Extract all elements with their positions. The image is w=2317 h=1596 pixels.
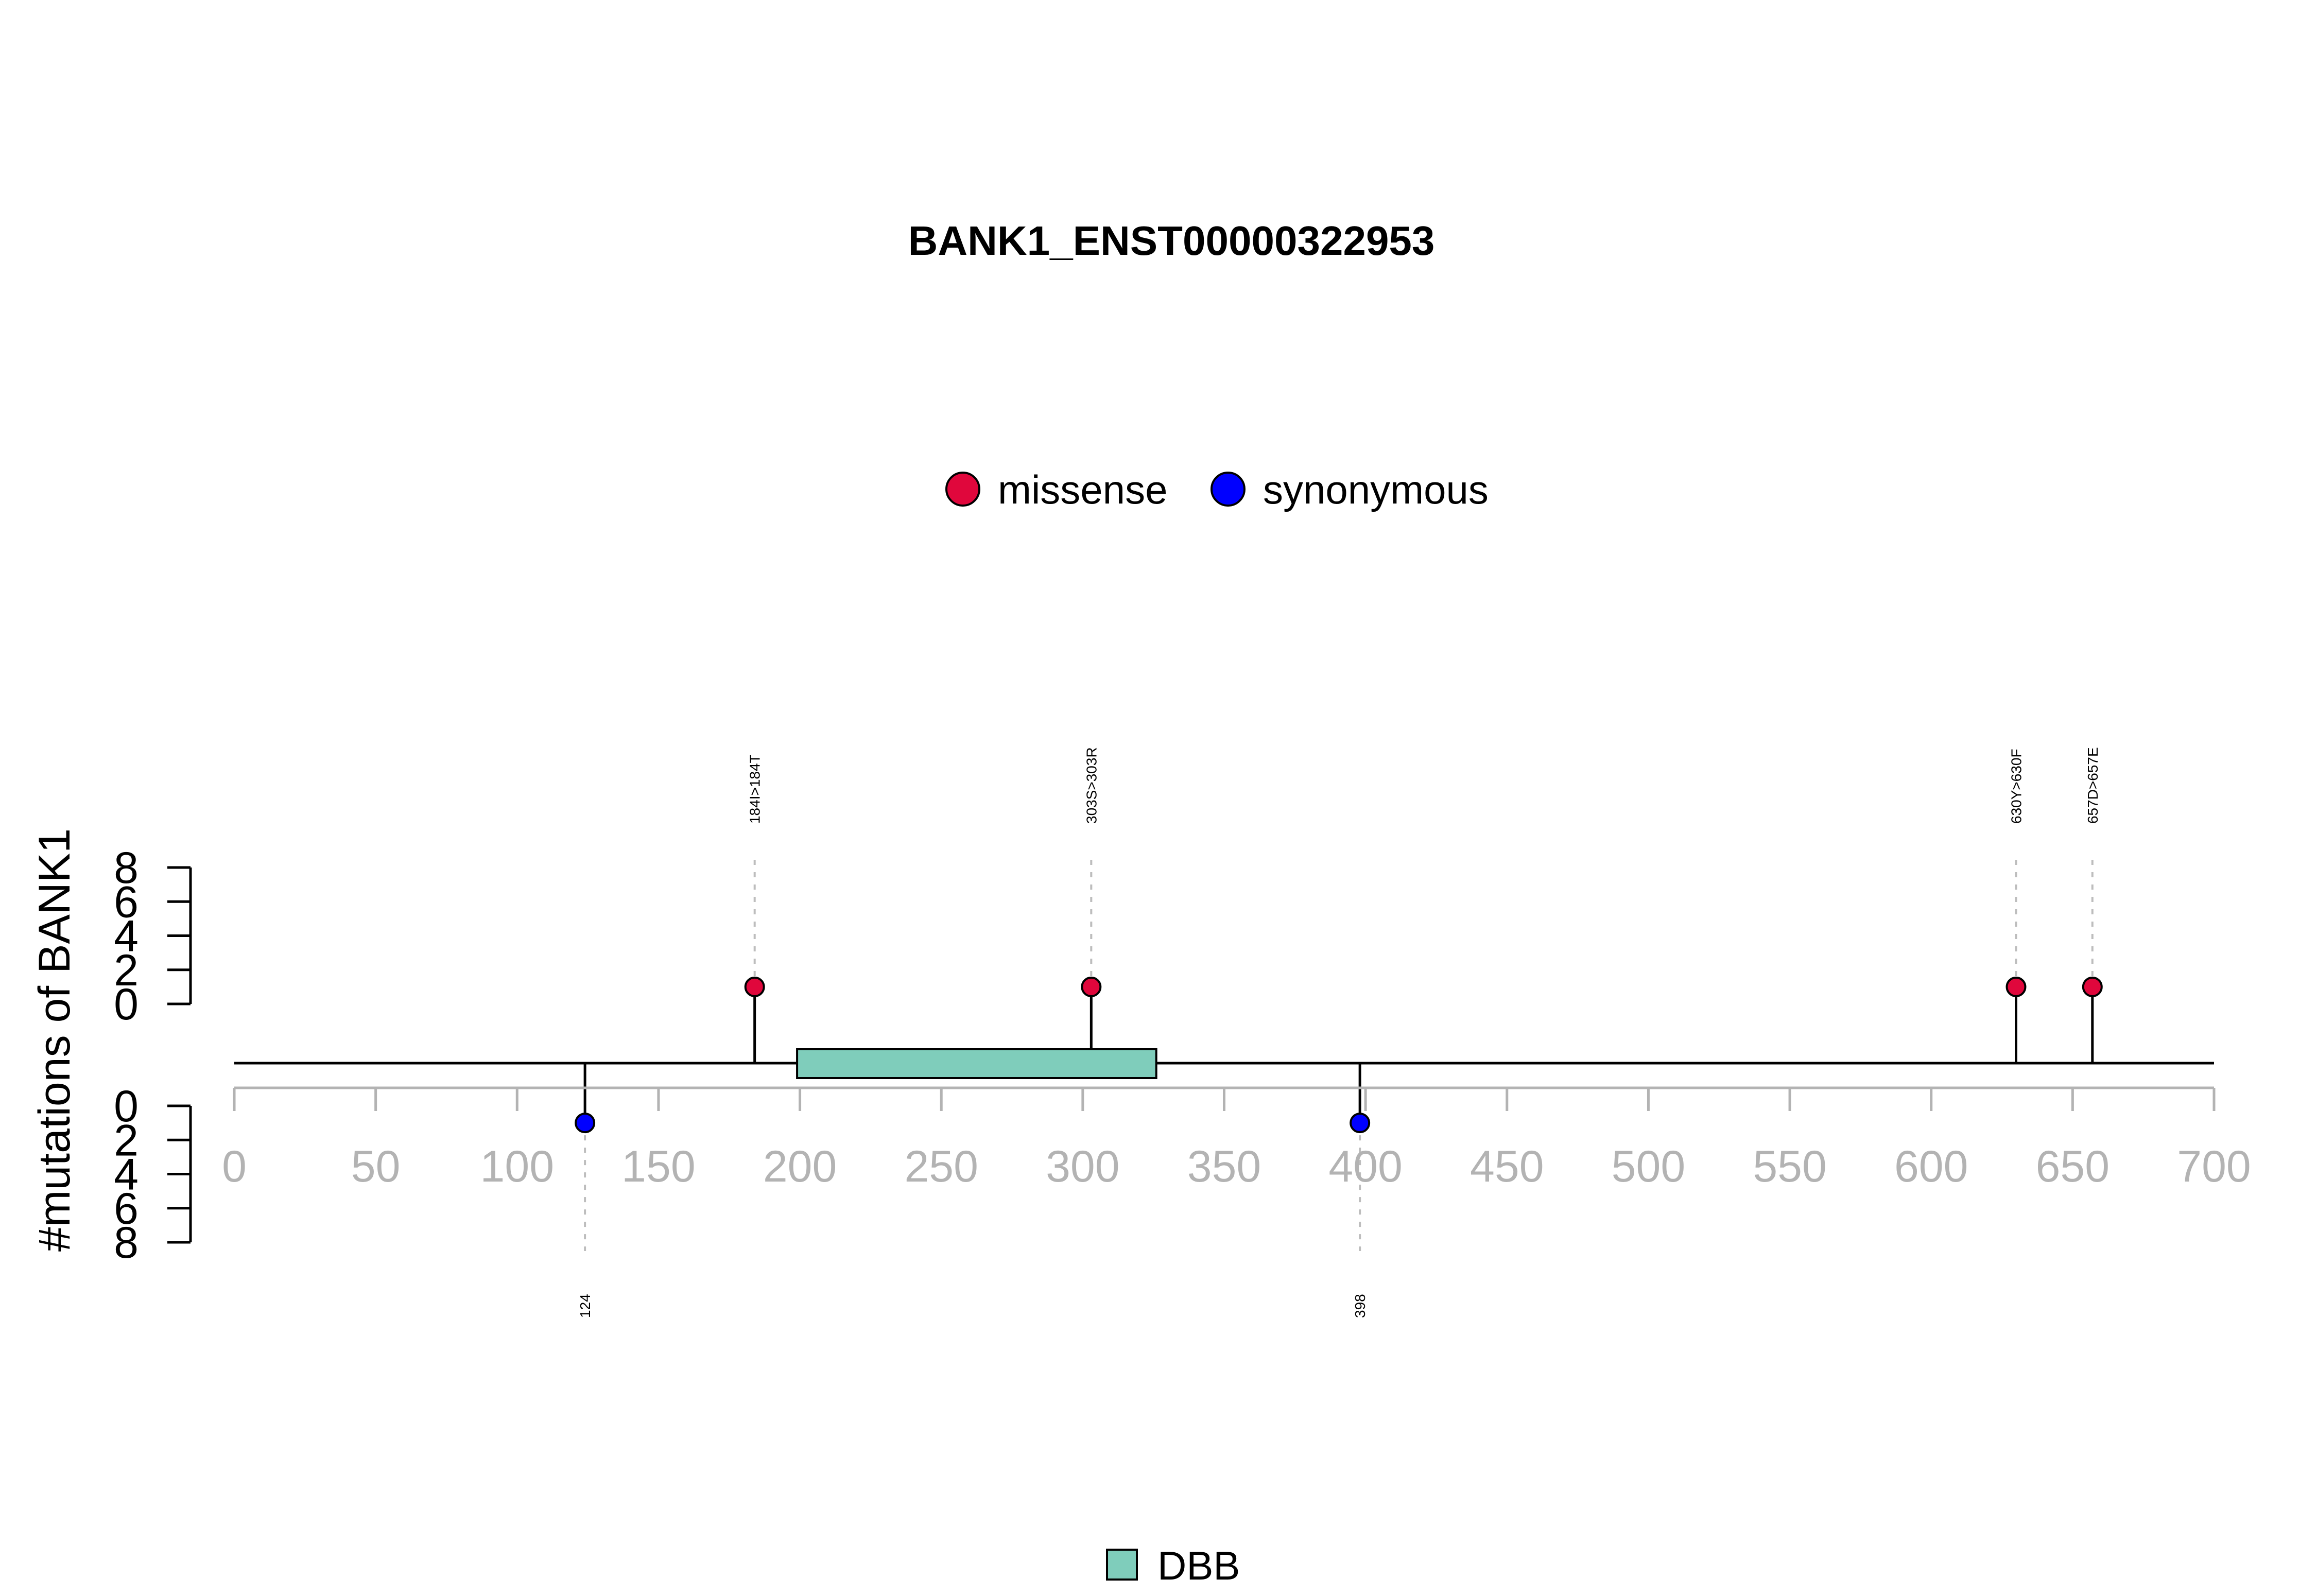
mutation-label-top-1: 303S>303R (1083, 747, 1099, 824)
y-axis-label: #mutations of BANK1 (30, 828, 79, 1252)
x-axis: 0 50 100 150 200 250 300 350 400 450 500 550 600 650 7… (222, 1086, 2251, 1191)
y-top-tick-label-8: 8 (114, 843, 139, 893)
y-bottom-tick-label-2: 2 (114, 1116, 139, 1165)
domain-legend-swatch-DBB (1106, 1549, 1138, 1581)
point-bottom-1 (1350, 1113, 1371, 1134)
x-tick-label-700: 700 (2177, 1142, 2251, 1191)
x-tick-label-250: 250 (904, 1142, 978, 1191)
domain-legend: DBB (1106, 1543, 1240, 1588)
domain-legend-label-DBB: DBB (1157, 1543, 1240, 1588)
y-bottom-tick-label-0: 0 (114, 1082, 139, 1131)
legend-marker-missense (945, 472, 980, 507)
x-tick-label-0: 0 (222, 1142, 247, 1191)
y-bottom-tick-label-8: 8 (114, 1218, 139, 1268)
chart-title: BANK1_ENST00000322953 (908, 218, 1435, 264)
legend-marker-synonymous (1211, 472, 1246, 507)
point-top-0 (744, 976, 765, 997)
mutation-type-legend: missense synonymous (945, 467, 1489, 512)
y-bottom-tick-label-4: 4 (114, 1150, 139, 1200)
x-tick-label-50: 50 (351, 1142, 401, 1191)
x-tick-label-600: 600 (1894, 1142, 1968, 1191)
x-tick-label-450: 450 (1470, 1142, 1544, 1191)
y-top-tick-label-4: 4 (114, 912, 139, 961)
legend-label-synonymous: synonymous (1263, 467, 1489, 512)
mutation-label-bottom-0: 124 (577, 1294, 593, 1318)
x-tick-label-550: 550 (1753, 1142, 1827, 1191)
domain-DBB (796, 1048, 1157, 1079)
point-top-1 (1081, 976, 1102, 997)
mutation-label-top-0: 184I>184T (747, 754, 763, 824)
upper-mutations: 184I>184T 303S>303R 630Y>630F 657D>657E (744, 747, 2103, 1063)
mutation-label-top-3: 657D>657E (2085, 747, 2101, 824)
mutation-label-top-2: 630Y>630F (2009, 749, 2025, 824)
domains (796, 1048, 1157, 1079)
x-tick-label-400: 400 (1328, 1142, 1403, 1191)
point-bottom-0 (575, 1113, 596, 1134)
x-tick-label-650: 650 (2036, 1142, 2110, 1191)
y-top-tick-label-6: 6 (114, 877, 139, 927)
x-tick-label-500: 500 (1612, 1142, 1686, 1191)
mutation-label-bottom-1: 398 (1352, 1294, 1368, 1318)
point-top-2 (2005, 976, 2027, 997)
x-tick-label-300: 300 (1046, 1142, 1120, 1191)
y-bottom-tick-label-6: 6 (114, 1184, 139, 1234)
lower-mutations: 124 398 (575, 1063, 1371, 1318)
y-top-tick-label-2: 2 (114, 946, 139, 995)
legend-label-missense: missense (998, 467, 1167, 512)
point-top-3 (2082, 976, 2103, 997)
x-tick-label-200: 200 (763, 1142, 837, 1191)
y-top-tick-label-0: 0 (114, 980, 139, 1029)
x-tick-label-100: 100 (480, 1142, 555, 1191)
x-tick-label-350: 350 (1187, 1142, 1261, 1191)
x-tick-label-150: 150 (621, 1142, 696, 1191)
